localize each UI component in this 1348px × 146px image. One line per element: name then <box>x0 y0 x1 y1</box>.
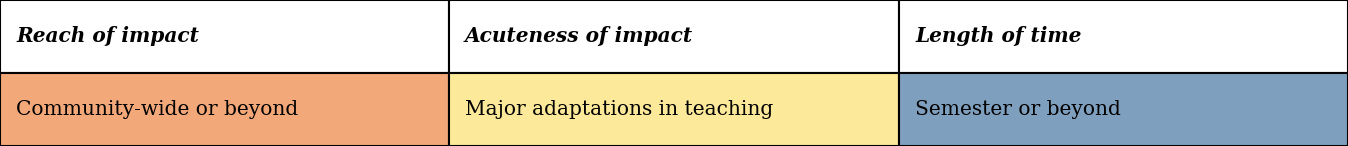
Text: Community-wide or beyond: Community-wide or beyond <box>16 100 298 119</box>
Bar <box>899 0 1348 73</box>
Bar <box>449 73 899 146</box>
Bar <box>0 73 449 146</box>
Bar <box>0 0 449 73</box>
Text: Reach of impact: Reach of impact <box>16 27 200 46</box>
Bar <box>449 0 899 73</box>
Text: Semester or beyond: Semester or beyond <box>915 100 1122 119</box>
Text: Major adaptations in teaching: Major adaptations in teaching <box>465 100 774 119</box>
Bar <box>899 73 1348 146</box>
Text: Acuteness of impact: Acuteness of impact <box>465 27 693 46</box>
Text: Length of time: Length of time <box>915 27 1081 46</box>
